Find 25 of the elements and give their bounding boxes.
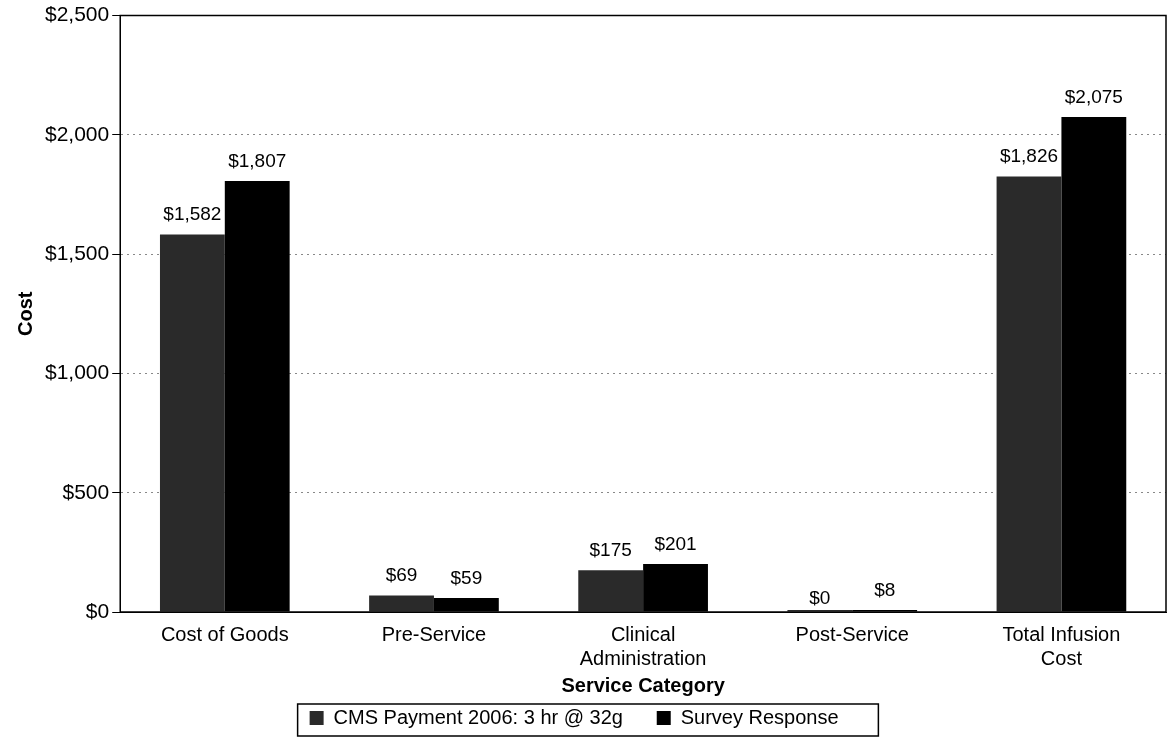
data-label: $1,826 — [999, 145, 1059, 167]
data-label: $175 — [589, 538, 632, 560]
y-tick-label: $1,500 — [45, 240, 110, 264]
x-tick-label: Total Infusion Cost — [1002, 622, 1121, 669]
data-label: $201 — [654, 532, 697, 554]
data-label: $59 — [450, 566, 483, 588]
data-label: $2,075 — [1064, 85, 1123, 107]
y-tick-label: $0 — [85, 598, 110, 622]
y-tick-label: $2,000 — [45, 121, 110, 145]
x-tick-label: Pre-Service — [381, 622, 487, 645]
legend-label: CMS Payment 2006: 3 hr @ 32g — [333, 705, 651, 728]
y-tick-label: $2,500 — [45, 2, 110, 26]
x-axis-title: Service Category — [561, 673, 726, 696]
data-label: $69 — [385, 564, 418, 586]
data-label: $1,582 — [163, 203, 222, 225]
data-label: $1,807 — [228, 149, 287, 171]
y-tick-label: $1,000 — [45, 360, 110, 384]
x-tick-label: Cost of Goods — [160, 622, 289, 645]
data-label: $0 — [809, 586, 831, 608]
y-tick-label: $500 — [62, 479, 110, 503]
x-tick-label: Post-Service — [795, 622, 909, 645]
legend-label: Survey Response — [680, 705, 867, 728]
data-label: $8 — [874, 578, 896, 600]
x-tick-label: Clinical Administration — [579, 622, 707, 669]
y-axis-title: Cost — [13, 291, 36, 337]
